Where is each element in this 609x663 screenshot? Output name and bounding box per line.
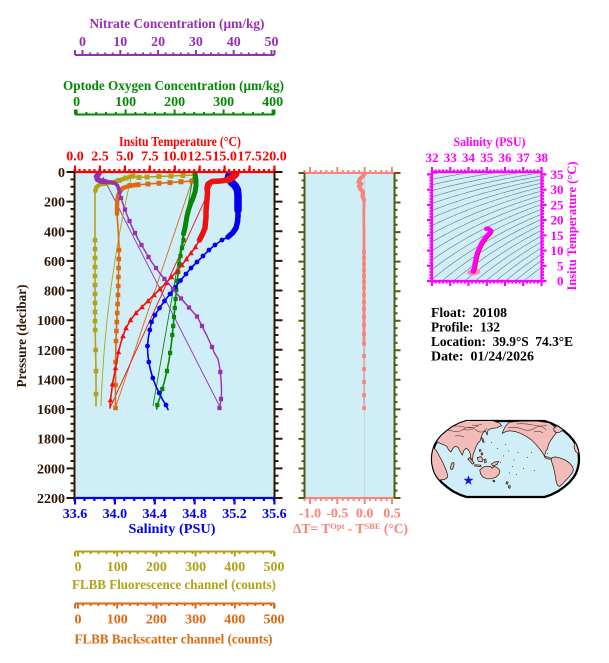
svg-text:37: 37 [517, 150, 531, 165]
svg-text:FLBB Fluorescence channel (cou: FLBB Fluorescence channel (counts) [72, 578, 276, 593]
svg-text:34.4: 34.4 [143, 507, 168, 522]
svg-text:Date: 01/24/2026: Date: 01/24/2026 [431, 350, 534, 365]
svg-text:0: 0 [75, 613, 82, 628]
svg-text:1400: 1400 [37, 373, 65, 388]
svg-text:100: 100 [107, 613, 128, 628]
svg-text:ΔT= TOpt - TSBE (°C): ΔT= TOpt - TSBE (°C) [293, 521, 408, 536]
svg-text:200: 200 [146, 560, 167, 575]
svg-text:100: 100 [115, 95, 136, 110]
svg-text:-0.5: -0.5 [326, 507, 348, 522]
svg-text:Insitu Temperature (°C): Insitu Temperature (°C) [119, 135, 241, 150]
svg-text:0: 0 [557, 274, 564, 289]
svg-text:33.6: 33.6 [63, 507, 88, 522]
svg-text:0: 0 [58, 166, 65, 181]
svg-text:12.5: 12.5 [187, 150, 212, 165]
svg-text:5: 5 [557, 258, 564, 273]
svg-text:Salinity (PSU): Salinity (PSU) [454, 135, 526, 149]
svg-text:Pressure (decibar): Pressure (decibar) [15, 284, 30, 387]
svg-text:15: 15 [551, 228, 565, 243]
svg-text:500: 500 [264, 613, 285, 628]
svg-text:200: 200 [164, 95, 185, 110]
svg-text:0.0: 0.0 [356, 507, 374, 522]
svg-text:0: 0 [73, 95, 80, 110]
svg-text:0: 0 [79, 35, 86, 50]
svg-text:0: 0 [75, 560, 82, 575]
svg-text:25: 25 [551, 197, 565, 212]
svg-text:100: 100 [107, 560, 128, 575]
svg-text:30: 30 [189, 35, 203, 50]
svg-text:Profile: 132: Profile: 132 [431, 321, 500, 336]
svg-text:1800: 1800 [37, 433, 65, 448]
svg-text:0.5: 0.5 [383, 507, 401, 522]
svg-text:34: 34 [462, 150, 476, 165]
svg-text:32: 32 [426, 150, 439, 165]
svg-text:200: 200 [146, 613, 167, 628]
svg-text:40: 40 [227, 35, 241, 50]
svg-text:7.5: 7.5 [141, 150, 159, 165]
svg-text:17.5: 17.5 [237, 150, 262, 165]
svg-text:FLBB Backscatter channel (coun: FLBB Backscatter channel (counts) [75, 633, 273, 648]
svg-text:400: 400 [44, 225, 65, 240]
svg-text:10: 10 [551, 243, 564, 258]
svg-text:400: 400 [262, 95, 283, 110]
svg-text:36: 36 [499, 150, 513, 165]
svg-text:400: 400 [224, 560, 245, 575]
svg-text:1600: 1600 [37, 403, 65, 418]
svg-text:500: 500 [264, 560, 285, 575]
svg-text:20: 20 [151, 35, 165, 50]
svg-text:35.6: 35.6 [262, 507, 287, 522]
svg-text:0.0: 0.0 [66, 150, 84, 165]
svg-text:38: 38 [535, 150, 549, 165]
svg-text:1200: 1200 [37, 344, 65, 359]
svg-text:2200: 2200 [37, 492, 65, 507]
svg-text:Nitrate Concentration (µm/kg): Nitrate Concentration (µm/kg) [90, 17, 265, 32]
svg-text:15.0: 15.0 [212, 150, 237, 165]
svg-text:30: 30 [551, 182, 564, 197]
svg-text:300: 300 [213, 95, 234, 110]
svg-text:34.0: 34.0 [103, 507, 128, 522]
svg-text:20: 20 [551, 213, 564, 228]
svg-text:35.2: 35.2 [222, 507, 247, 522]
svg-text:800: 800 [44, 285, 65, 300]
svg-text:20.0: 20.0 [262, 150, 287, 165]
svg-text:Insitu Temperature (°C): Insitu Temperature (°C) [565, 162, 579, 291]
svg-text:-1.0: -1.0 [299, 507, 321, 522]
svg-text:Float: 20108: Float: 20108 [431, 306, 507, 321]
svg-text:Location: 39.9°S 74.3°E: Location: 39.9°S 74.3°E [431, 335, 573, 350]
svg-text:1000: 1000 [37, 314, 65, 329]
svg-text:300: 300 [185, 560, 206, 575]
svg-text:34.8: 34.8 [182, 507, 207, 522]
svg-text:10.0: 10.0 [163, 150, 188, 165]
svg-text:600: 600 [44, 255, 65, 270]
svg-text:2000: 2000 [37, 462, 65, 477]
svg-text:10: 10 [113, 35, 127, 50]
svg-text:Optode Oxygen Concentration (µ: Optode Oxygen Concentration (µm/kg) [63, 79, 284, 94]
svg-text:Salinity (PSU): Salinity (PSU) [129, 522, 216, 537]
svg-text:5.0: 5.0 [116, 150, 134, 165]
svg-text:300: 300 [185, 613, 206, 628]
svg-text:33: 33 [444, 150, 458, 165]
svg-text:35: 35 [551, 167, 565, 182]
svg-text:400: 400 [224, 613, 245, 628]
svg-text:35: 35 [480, 150, 494, 165]
svg-text:50: 50 [265, 35, 279, 50]
svg-text:2.5: 2.5 [91, 150, 109, 165]
svg-text:200: 200 [44, 196, 65, 211]
